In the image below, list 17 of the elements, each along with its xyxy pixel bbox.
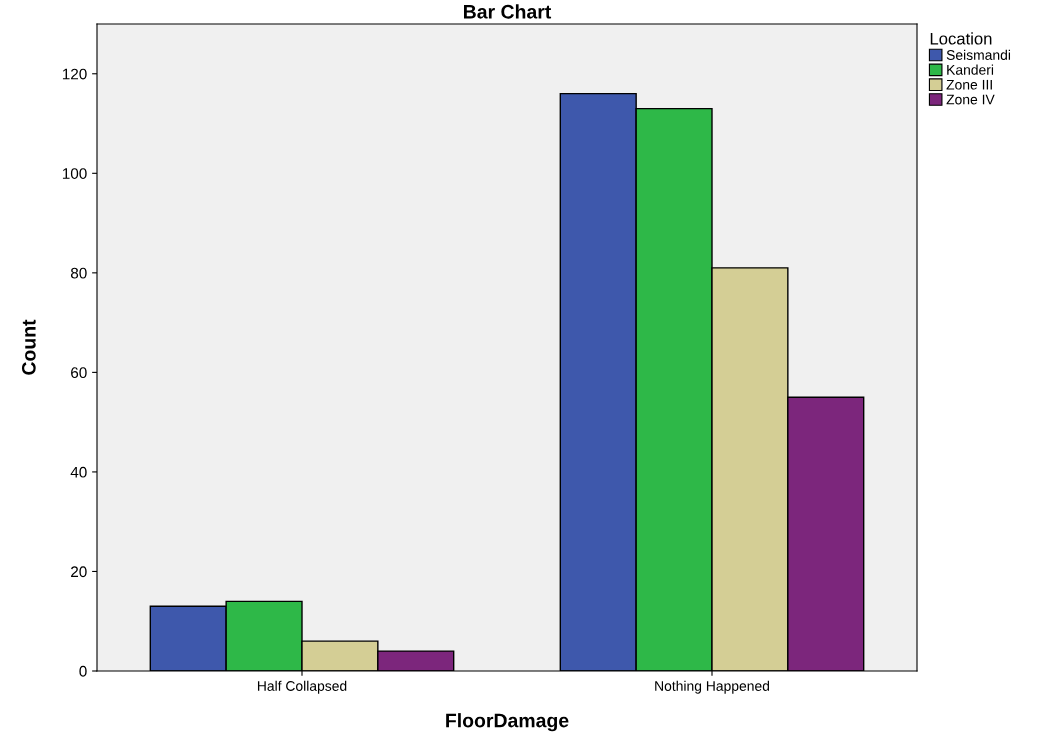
x-tick-label: Half Collapsed xyxy=(257,680,347,694)
y-tick-label: 60 xyxy=(71,367,87,379)
legend-label: Seismandi xyxy=(946,49,1011,60)
legend-label: Zone IV xyxy=(946,94,995,105)
x-axis-title: FloorDamage xyxy=(446,713,569,732)
legend-label: Zone III xyxy=(946,79,992,90)
y-tick-label: 20 xyxy=(71,566,87,578)
legend-title: Location xyxy=(930,32,992,45)
y-axis-title: Count xyxy=(21,319,36,375)
chart-title: Bar Chart xyxy=(464,4,552,19)
y-tick-label: 0 xyxy=(79,665,87,677)
y-tick-label: 100 xyxy=(62,168,87,179)
legend-label: Kanderi xyxy=(947,64,994,75)
y-tick-label: 40 xyxy=(70,466,87,478)
y-tick-label: 120 xyxy=(62,68,87,80)
y-tick-label: 80 xyxy=(70,267,87,279)
x-tick-label: Nothing Happened xyxy=(655,680,770,694)
